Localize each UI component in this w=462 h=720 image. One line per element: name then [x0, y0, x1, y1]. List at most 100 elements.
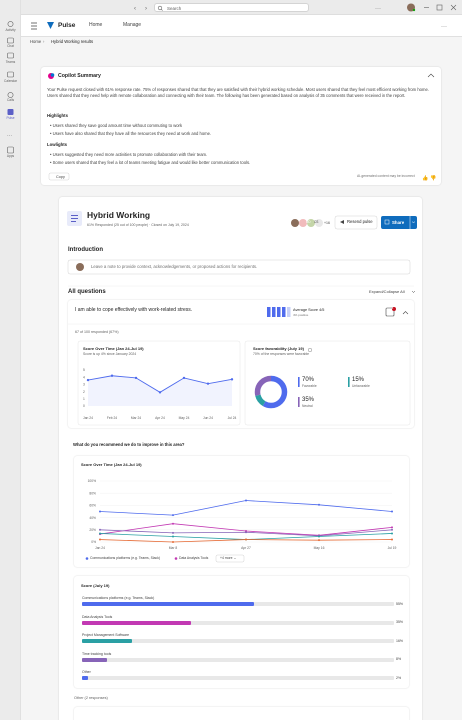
- y-tick-label: 0%: [91, 540, 96, 544]
- data-point: [172, 531, 174, 534]
- score-bar-percent: 2%: [396, 675, 402, 680]
- favorability-category: Favorable: [302, 383, 317, 388]
- data-point: [110, 374, 114, 377]
- data-point: [99, 538, 101, 541]
- x-tick-label: Jul 19: [388, 546, 397, 550]
- forward-arrow-icon: ›: [145, 6, 147, 12]
- expand-collapse-all-button[interactable]: Expand/Collapse All: [369, 289, 405, 294]
- score-bar-label: Communications platforms (e.g. Teams, Sl…: [82, 596, 155, 600]
- average-score-sub: 4% positive: [293, 312, 309, 317]
- data-point: [99, 510, 101, 513]
- more-legend-button[interactable]: +4 more ⌄: [220, 555, 237, 560]
- rail-label-calls[interactable]: Calls: [6, 98, 15, 102]
- lowlight-item: • Some users shared that they feel a lot…: [50, 160, 251, 165]
- x-tick-label: May 16: [314, 546, 325, 550]
- copy-button[interactable]: Copy: [56, 174, 65, 179]
- favorability-percent: 35%: [302, 397, 315, 403]
- data-point: [318, 503, 320, 506]
- lowlight-text: Some users shared that they feel a lot o…: [52, 160, 251, 165]
- lowlight-text: Users suggested they need more activitie…: [52, 152, 208, 157]
- app-header: ··· Pulse Home Manage: [21, 15, 462, 37]
- y-tick-label: 60%: [89, 504, 96, 508]
- data-point: [230, 378, 234, 381]
- more-legend-frame: [215, 554, 245, 563]
- chat-icon: [7, 37, 14, 44]
- presence-dot: [412, 8, 416, 12]
- avatar-overflow-count[interactable]: +16: [324, 221, 330, 225]
- score-bar-fill: [82, 676, 89, 680]
- score-bar-fill: [82, 657, 107, 662]
- score-bar-fill: [82, 639, 132, 643]
- data-point: [318, 539, 320, 542]
- rail-label-chat[interactable]: Chat: [7, 44, 14, 48]
- data-point: [99, 528, 101, 531]
- lowlights-title: Lowlights: [47, 142, 68, 147]
- data-point: [134, 376, 138, 380]
- x-tick-label: Mar 24: [131, 416, 141, 420]
- y-tick-label: 2: [83, 390, 85, 394]
- favorability-percent: 70%: [302, 377, 315, 383]
- all-questions-title: All questions: [68, 289, 106, 295]
- legend-label: Communications platforms (e.g. Teams, Sl…: [90, 555, 161, 560]
- other-responses-label: Other (2 responses): [74, 696, 108, 700]
- tab-home[interactable]: Home: [89, 22, 103, 28]
- score-bar-fill: [82, 602, 254, 606]
- thumbs-up-icon: 👍: [422, 175, 428, 182]
- y-tick-label: 4: [83, 375, 85, 379]
- score-bars-card: [74, 576, 409, 688]
- search-box[interactable]: Search: [154, 3, 309, 12]
- data-point: [99, 532, 101, 535]
- score-bar-percent: 8%: [396, 657, 402, 662]
- x-tick-label: Jul 24: [228, 416, 237, 420]
- y-tick-label: 5: [83, 368, 85, 372]
- data-point: [391, 532, 393, 535]
- data-point: [172, 514, 174, 517]
- pulse-logo-icon: [47, 22, 54, 29]
- copilot-summary-text: Your Pulse request closed with 61% respo…: [47, 87, 429, 98]
- more-apps-icon: ···: [7, 133, 12, 139]
- tab-manage[interactable]: Manage: [123, 22, 142, 28]
- legend-swatch: [298, 377, 300, 387]
- rail-label-teams[interactable]: Teams: [5, 60, 16, 64]
- search-placeholder: Search: [167, 5, 182, 11]
- lowlight-item: • Users suggested they need more activit…: [50, 152, 208, 157]
- data-point: [391, 510, 393, 513]
- score-bar-label: Other: [82, 670, 91, 674]
- response-count: 67 of 100 responded (67%): [75, 330, 119, 334]
- y-tick-label: 1: [83, 397, 85, 401]
- data-point: [245, 538, 247, 541]
- data-point: [158, 391, 162, 394]
- question-text: I am able to cope effectively with work-…: [75, 307, 193, 313]
- notification-count: 1: [392, 306, 394, 310]
- rail-label-apps[interactable]: Apps: [6, 154, 15, 158]
- highlight-text: Users have also shared that they have al…: [52, 131, 212, 136]
- rail-label-pulse[interactable]: Pulse: [6, 116, 15, 120]
- highlight-text: Users shared they save good amount time …: [52, 123, 183, 128]
- score-bar-fill: [82, 620, 192, 625]
- legend-dot: [174, 557, 178, 560]
- y-tick-label: 3: [83, 383, 85, 387]
- app-rail: ··· Activity Chat Teams Calendar Calls P…: [0, 0, 21, 720]
- legend-label: Data Analysis Tools: [179, 555, 209, 560]
- copilot-summary-card: 👍 👎 Copilot Summary Your Pulse request c…: [41, 67, 441, 185]
- share-button[interactable]: Share: [392, 220, 405, 225]
- score-bar-percent: 55%: [396, 601, 404, 606]
- breadcrumb-home[interactable]: Home: [30, 39, 42, 44]
- data-point: [172, 522, 174, 525]
- favorability-sub: 70% of the responses were favorable: [253, 352, 309, 356]
- q2-chart-title: Score Over Time (Jan 24-Jul 19): [81, 462, 142, 467]
- maximize-icon: [436, 4, 443, 11]
- donut-slice: [254, 375, 288, 409]
- hamburger-menu-icon: [31, 22, 37, 30]
- close-icon: [450, 4, 457, 11]
- favorability-title: Score favorability (July 19): [253, 346, 304, 351]
- ai-disclaimer: AI-generated content may be incorrect: [357, 174, 415, 178]
- data-point: [391, 526, 393, 529]
- data-point: [245, 531, 247, 534]
- intro-note-input[interactable]: Leave a note to provide context, acknowl…: [91, 264, 258, 269]
- data-point: [172, 535, 174, 538]
- rail-label-activity[interactable]: Activity: [5, 28, 16, 32]
- resend-pulse-button[interactable]: Resend pulse: [347, 219, 373, 224]
- rail-label-calendar[interactable]: Calendar: [4, 79, 17, 83]
- header-more-icon: ···: [441, 24, 447, 30]
